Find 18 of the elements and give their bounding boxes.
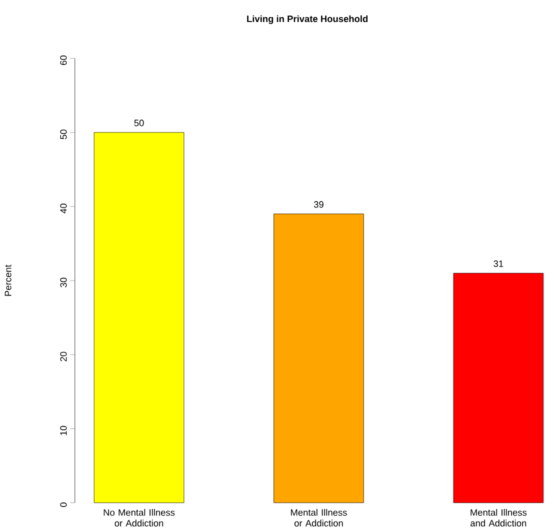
- data-label: 39: [314, 201, 324, 208]
- bar: [274, 214, 364, 504]
- y-tick-label: 20: [60, 352, 67, 362]
- y-tick-label: 10: [60, 426, 67, 436]
- chart-title: Living in Private Household: [247, 16, 368, 24]
- bar: [94, 132, 184, 504]
- x-tick-label: No Mental Illness or Addiction: [104, 509, 175, 527]
- y-axis-title: Percent: [4, 264, 12, 296]
- y-tick-label: 30: [60, 278, 67, 288]
- x-tick-label: Mental Illness or Addiction: [290, 509, 347, 527]
- data-label: 31: [494, 260, 504, 268]
- x-tick-label: Mental Illness and Addiction: [470, 509, 527, 527]
- y-tick-label: 60: [60, 56, 67, 66]
- data-label: 50: [134, 120, 144, 126]
- bar: [453, 273, 544, 504]
- y-tick-label: 0: [60, 502, 67, 508]
- y-tick-label: 50: [60, 130, 67, 140]
- y-tick-label: 40: [60, 204, 67, 214]
